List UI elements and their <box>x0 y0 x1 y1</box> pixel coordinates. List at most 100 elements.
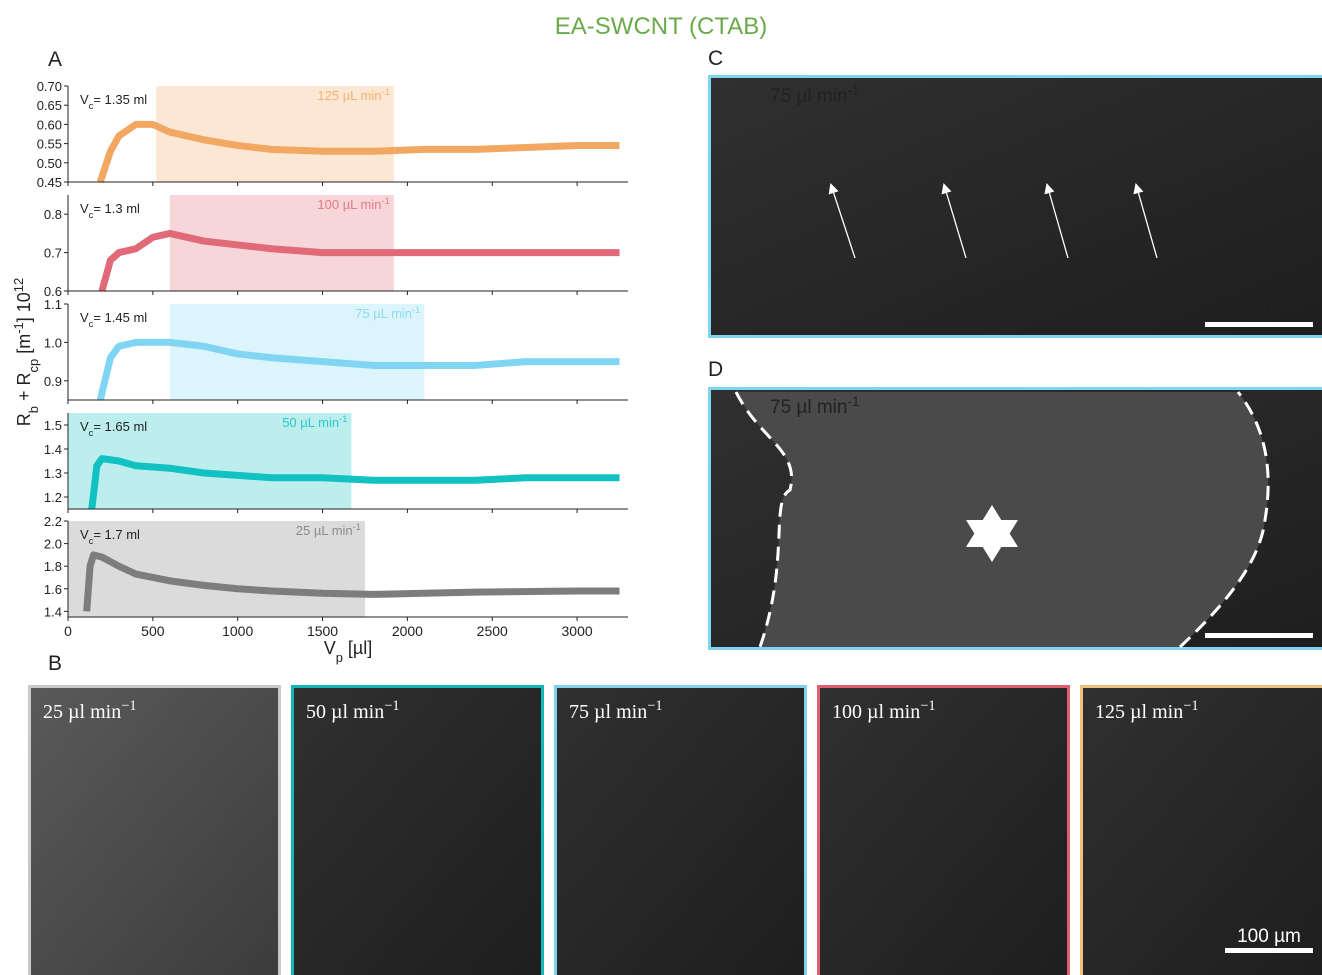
y-tick-label: 1.3 <box>44 466 62 481</box>
text-part: = 1.35 ml <box>93 92 147 107</box>
text-part: 75 µl min <box>770 86 847 107</box>
y-tick-label: 1.5 <box>44 418 62 433</box>
x-tick-label: 1000 <box>222 623 253 639</box>
volume-label: Vc= 1.35 ml <box>80 92 147 111</box>
text-part: -1 <box>382 87 390 97</box>
text-part: -1 <box>11 322 26 334</box>
y-tick-label: 1.4 <box>44 604 62 619</box>
y-tick-label: 1.6 <box>44 582 62 597</box>
text-part: −1 <box>920 698 935 714</box>
text-part: = 1.3 ml <box>93 201 140 216</box>
text-part: = 1.65 ml <box>93 419 147 434</box>
text-part: -1 <box>353 522 361 532</box>
figure: EA-SWCNT (CTAB) A B C D 25 µl min−150 µl… <box>0 0 1322 975</box>
y-tick-label: 0.55 <box>37 137 62 152</box>
x-tick-label: 2000 <box>392 623 423 639</box>
y-tick-label: 0.50 <box>37 156 62 171</box>
image-d <box>710 389 1322 649</box>
text-part: -1 <box>412 305 420 315</box>
text-part: -1 <box>339 414 347 424</box>
image-label: 125 µl min−1 <box>1095 698 1199 723</box>
text-part: 50 µl min <box>306 701 384 723</box>
y-tick-label: 1.2 <box>44 490 62 505</box>
y-tick-label: 1.0 <box>44 335 62 350</box>
x-tick-label: 3000 <box>562 623 593 639</box>
rate-label: 25 µL min-1 <box>296 522 361 538</box>
text-part: R <box>14 413 34 426</box>
text-part: 125 µL min <box>317 88 381 103</box>
text-part: = 1.45 ml <box>93 310 147 325</box>
text-part: −1 <box>384 698 399 714</box>
y-tick-label: 1.1 <box>44 297 62 312</box>
scale-label: 100 µm <box>1237 926 1301 947</box>
scale-bar <box>1205 322 1313 327</box>
text-part: [µl] <box>343 638 372 658</box>
image-c <box>710 77 1322 337</box>
y-tick-label: 0.7 <box>44 246 62 261</box>
rate-label: 100 µL min-1 <box>317 196 389 212</box>
text-part: -1 <box>847 83 859 98</box>
text-part: b <box>26 406 41 413</box>
text-part: 25 µL min <box>296 523 353 538</box>
text-part: 75 µl min <box>569 701 647 723</box>
micrograph <box>556 687 806 975</box>
image-label: 75 µl min-1 <box>770 83 860 108</box>
text-part: p <box>336 650 343 665</box>
text-part: 12 <box>11 278 26 292</box>
text-part: −1 <box>647 698 662 714</box>
text-part: V <box>324 638 336 658</box>
scale-label: 2 µm <box>1236 296 1279 317</box>
scale-bar <box>1225 948 1313 953</box>
x-tick-label: 500 <box>141 623 165 639</box>
y-tick-label: 2.0 <box>44 537 62 552</box>
image-label: 100 µl min−1 <box>832 698 936 723</box>
text-part: [m <box>14 334 34 359</box>
volume-label: Vc= 1.45 ml <box>80 310 147 329</box>
y-tick-label: 0.8 <box>44 207 62 222</box>
x-tick-label: 0 <box>64 623 72 639</box>
text-part: 100 µL min <box>317 197 381 212</box>
y-tick-label: 0.9 <box>44 374 62 389</box>
rate-label: 125 µL min-1 <box>317 87 389 103</box>
scale-label: 2 µm <box>1236 607 1279 628</box>
text-part: −1 <box>1183 698 1198 714</box>
text-part: cp <box>26 359 41 373</box>
text-part: −1 <box>121 698 136 714</box>
text-part: = 1.7 ml <box>93 527 140 542</box>
text-part: 125 µl min <box>1095 701 1183 723</box>
text-part: 50 µL min <box>282 415 339 430</box>
x-tick-label: 1500 <box>307 623 338 639</box>
y-tick-label: 0.65 <box>37 98 62 113</box>
text-part: 75 µL min <box>355 306 412 321</box>
figure-title: EA-SWCNT (CTAB) <box>555 13 767 40</box>
y-tick-label: 1.4 <box>44 442 62 457</box>
y-tick-label: 0.45 <box>37 175 62 190</box>
y-tick-label: 0.70 <box>37 79 62 94</box>
text-part: -1 <box>847 394 859 409</box>
y-tick-label: 1.8 <box>44 559 62 574</box>
x-tick-label: 2500 <box>477 623 508 639</box>
image-label: 75 µl min-1 <box>770 394 860 419</box>
text-part: V <box>80 201 89 216</box>
text-part: ] 10 <box>14 292 34 322</box>
text-part: V <box>80 419 89 434</box>
text-part: V <box>80 92 89 107</box>
text-part: 75 µl min <box>770 397 847 418</box>
panel-letter: D <box>708 358 723 381</box>
volume-label: Vc= 1.3 ml <box>80 201 140 220</box>
panel-letter: B <box>48 652 62 675</box>
text-part: V <box>80 527 89 542</box>
text-part: 25 µl min <box>43 701 121 723</box>
text-part: -1 <box>382 196 390 206</box>
x-axis-label: Vp [µl] <box>324 638 373 665</box>
y-tick-label: 2.2 <box>44 514 62 529</box>
micrograph <box>819 687 1069 975</box>
text-part: 100 µl min <box>832 701 920 723</box>
y-tick-label: 0.60 <box>37 117 62 132</box>
scale-bar <box>1205 633 1313 638</box>
panel-letter: A <box>48 48 62 71</box>
micrograph <box>30 687 280 975</box>
text-part: + R <box>14 372 34 406</box>
y-axis-label: Rb + Rcp [m-1] 1012 <box>11 278 41 426</box>
text-part: V <box>80 310 89 325</box>
